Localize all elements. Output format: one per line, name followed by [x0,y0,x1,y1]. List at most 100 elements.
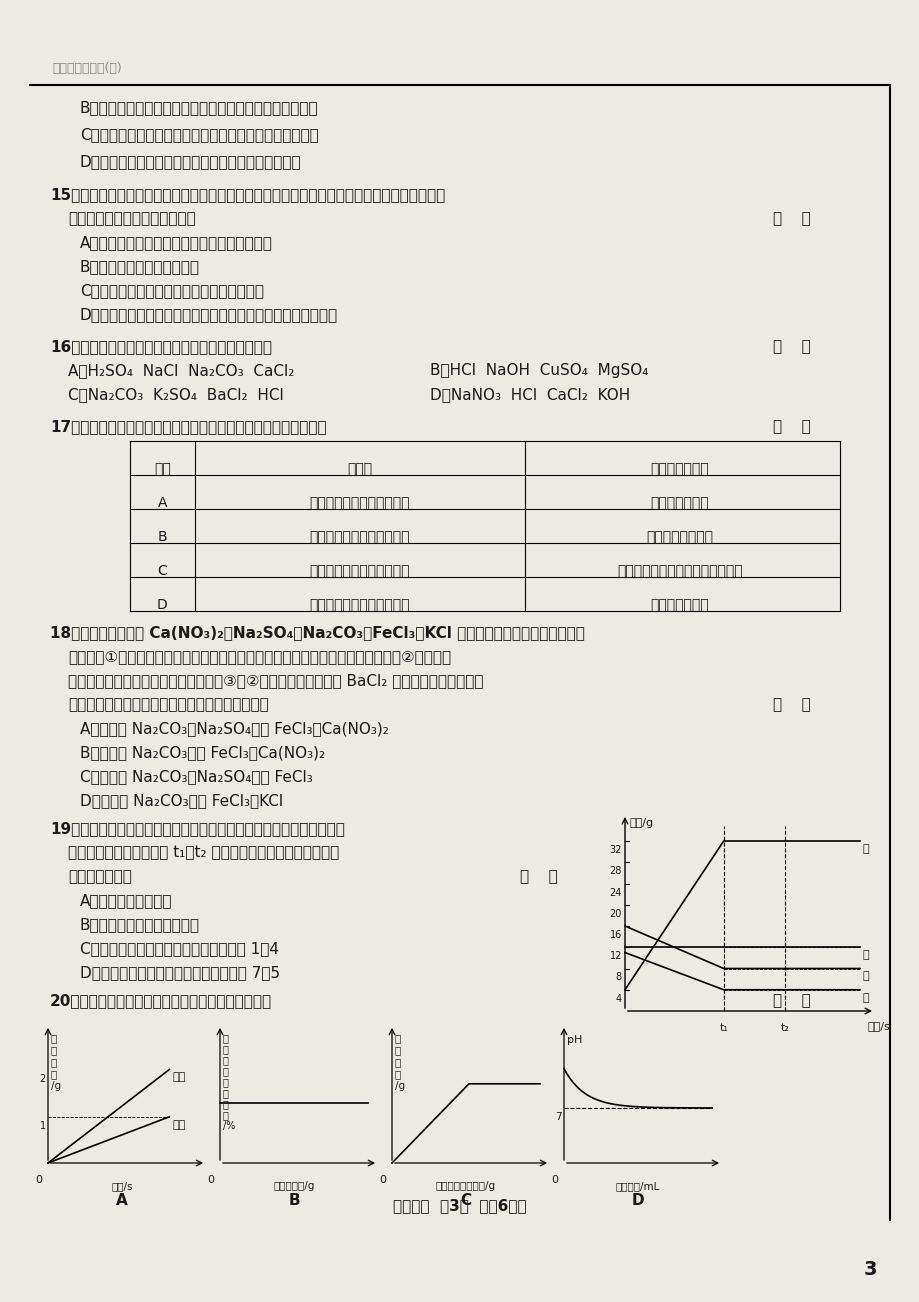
Text: 甲: 甲 [862,971,868,982]
Text: 量: 量 [394,1069,401,1079]
Text: C．地沟油经化学方法处理制成航空燃油，可实现变废为宝: C．地沟油经化学方法处理制成航空燃油，可实现变废为宝 [80,128,318,142]
Text: 15．粗盐中所含的杂质主要是氯化镇。工业上常把粗盐晶体粉碎后，用饱和食盐水浸洗，再滤出: 15．粗盐中所含的杂质主要是氯化镇。工业上常把粗盐晶体粉碎后，用饱和食盐水浸洗，… [50,187,445,202]
Text: 体: 体 [51,1046,57,1055]
Text: B．HCl  NaOH  CuSO₄  MgSO₄: B．HCl NaOH CuSO₄ MgSO₄ [429,363,648,378]
Text: A．该反应为化合反应: A．该反应为化合反应 [80,893,173,907]
Text: 钓: 钓 [222,1055,229,1065]
Text: B．丙可能为该反应的催化剑: B．丙可能为该反应的催化剑 [80,917,199,932]
Text: 16．下列各组物质的溶液不用其他试剂无法鉴别的是: 16．下列各组物质的溶液不用其他试剂无法鉴别的是 [50,339,272,354]
Text: 0: 0 [550,1174,558,1185]
Text: B．食品添加剂符合国家许可，制作食品过程中可随意添加: B．食品添加剂符合国家许可，制作食品过程中可随意添加 [80,100,318,115]
Text: 20: 20 [609,909,621,919]
Text: 氢气: 氢气 [172,1073,186,1082]
Text: 17．除去下列物质中混有的少量杂质，所选试剂或方法不正确的是: 17．除去下列物质中混有的少量杂质，所选试剂或方法不正确的是 [50,419,326,434]
Text: C: C [157,564,167,578]
Text: （    ）: （ ） [519,868,557,884]
Text: B．浸洗前后食盐水组成不变: B．浸洗前后食盐水组成不变 [80,259,199,273]
Text: /g: /g [394,1081,404,1091]
Text: 氯: 氯 [222,1032,229,1043]
Text: （    ）: （ ） [772,697,810,712]
Text: 用足量水溶解后，过滤、蕉发结晶: 用足量水溶解后，过滤、蕉发结晶 [617,564,742,578]
Text: 的: 的 [222,1066,229,1075]
Text: 下实验：①取少量固体于试管中，加适量蒸馏水，固体完全溶解成无色透明溶液；②取少量上: 下实验：①取少量固体于试管中，加适量蒸馏水，固体完全溶解成无色透明溶液；②取少量… [68,648,450,664]
Text: 氯氧化钓溶液质量/g: 氯氧化钓溶液质量/g [436,1181,495,1191]
Text: 分析以上实验现象，对原固体组成的推断正确的是: 分析以上实验现象，对原固体组成的推断正确的是 [68,697,268,712]
Text: 烧碘溶液中混有少量熟石灰: 烧碘溶液中混有少量熟石灰 [310,496,410,510]
Text: D: D [631,1193,643,1208]
Text: 32: 32 [609,845,621,855]
Text: t₂: t₂ [779,1023,789,1032]
Text: D．肯定有 Na₂CO₃，无 FeCl₃、KCl: D．肯定有 Na₂CO₃，无 FeCl₃、KCl [80,793,283,809]
Text: C: C [460,1193,471,1208]
Text: 3: 3 [862,1260,876,1279]
Text: D．该反应中，乙、丁的质量变化之比为 7：5: D．该反应中，乙、丁的质量变化之比为 7：5 [80,965,279,980]
Text: （    ）: （ ） [772,419,810,434]
Text: 质量/g: 质量/g [630,818,653,828]
Text: 法中不正确的是: 法中不正确的是 [68,868,131,884]
Text: 化学反应，测得反应前及 t₁、t₂ 时各物质质量如图所示，下列说: 化学反应，测得反应前及 t₁、t₂ 时各物质质量如图所示，下列说 [68,845,339,861]
Text: 2: 2 [40,1074,46,1083]
Text: 质: 质 [222,1077,229,1087]
Text: C．肯定有 Na₂CO₃、Na₂SO₄，无 FeCl₃: C．肯定有 Na₂CO₃、Na₂SO₄，无 FeCl₃ [80,769,312,784]
Text: 通过浓硫酸干燥: 通过浓硫酸干燥 [650,598,709,612]
Text: 质: 质 [51,1057,57,1068]
Text: 除杂试剑与方法: 除杂试剑与方法 [650,462,709,477]
Text: 1: 1 [40,1121,46,1131]
Text: 述溶液，加过量稀硫酸，有气泡产生；③取②所得溶液少量，滚加 BaCl₂ 溶液，产生白色沉淠。: 述溶液，加过量稀硫酸，有气泡产生；③取②所得溶液少量，滚加 BaCl₂ 溶液，产… [68,673,483,687]
Text: （    ）: （ ） [772,339,810,354]
Text: 氧气: 氧气 [172,1120,186,1130]
Text: 丁: 丁 [862,992,868,1003]
Text: pH: pH [566,1035,582,1046]
Text: 二氧化碳气体中混有水蒸气: 二氧化碳气体中混有水蒸气 [310,598,410,612]
Text: 16: 16 [609,930,621,940]
Text: 序号: 序号 [154,462,171,477]
Text: /g: /g [51,1081,61,1091]
Text: 适量碳酸钓溶液: 适量碳酸钓溶液 [650,496,709,510]
Text: D．NaNO₃  HCl  CaCl₂  KOH: D．NaNO₃ HCl CaCl₂ KOH [429,387,630,402]
Text: C．Na₂CO₃  K₂SO₄  BaCl₂  HCl: C．Na₂CO₃ K₂SO₄ BaCl₂ HCl [68,387,283,402]
Text: 0: 0 [379,1174,386,1185]
Text: 中考仿真模拟卷(八): 中考仿真模拟卷(八) [52,62,121,76]
Text: 19．在一密闭容器中加入甲、乙、丙、丁四种物质，在一定条件下发生: 19．在一密闭容器中加入甲、乙、丙、丁四种物质，在一定条件下发生 [50,822,345,836]
Text: 化: 化 [222,1044,229,1055]
Text: 0: 0 [35,1174,42,1185]
Text: /%: /% [222,1121,235,1131]
Text: C．浸洗用的饱和食盐水可以无限次使用下去: C．浸洗用的饱和食盐水可以无限次使用下去 [80,283,264,298]
Text: 28: 28 [609,866,621,876]
Text: D．生活污水不是化工废水，可向江河湖泊里任意排放: D．生活污水不是化工废水，可向江河湖泊里任意排放 [80,154,301,169]
Text: 8: 8 [615,973,621,983]
Text: A．浸洗前后被浸洗的食盐中氯化镇的含量不变: A．浸洗前后被浸洗的食盐中氯化镇的含量不变 [80,234,273,250]
Text: 7: 7 [555,1112,562,1122]
Text: A．肯定有 Na₂CO₃、Na₂SO₄，无 FeCl₃、Ca(NO₃)₂: A．肯定有 Na₂CO₃、Na₂SO₄，无 FeCl₃、Ca(NO₃)₂ [80,721,389,736]
Text: 分: 分 [222,1099,229,1109]
Text: 适量氮氧化钓溶液: 适量氮氧化钓溶液 [646,530,713,544]
Text: 乙: 乙 [862,844,868,854]
Text: 时间/s: 时间/s [111,1181,132,1191]
Text: t₁: t₁ [719,1023,727,1032]
Text: （    ）: （ ） [772,211,810,227]
Text: 12: 12 [609,952,621,961]
Text: 数: 数 [222,1111,229,1120]
Text: 化学试题  第3页  （共6页）: 化学试题 第3页 （共6页） [392,1198,527,1213]
Text: （    ）: （ ） [772,993,810,1008]
Text: 量: 量 [51,1069,57,1079]
Text: 丙: 丙 [862,950,868,961]
Text: 氯化钔中混有少量二氧化锄: 氯化钔中混有少量二氧化锄 [310,564,410,578]
Text: A: A [116,1193,128,1208]
Text: A: A [157,496,167,510]
Text: 时间/s: 时间/s [867,1021,890,1031]
Text: 质: 质 [394,1057,401,1068]
Text: B: B [288,1193,300,1208]
Text: 混合物: 混合物 [347,462,372,477]
Text: 18．某固体可能含有 Ca(NO₃)₂、Na₂SO₄、Na₂CO₃、FeCl₃、KCl 中的一种或几种，现对其进行如: 18．某固体可能含有 Ca(NO₃)₂、Na₂SO₄、Na₂CO₃、FeCl₃、… [50,625,584,641]
Text: 淠: 淠 [394,1046,401,1055]
Text: 0: 0 [207,1174,214,1185]
Text: 硝酸钔质量/g: 硝酸钔质量/g [273,1181,314,1191]
Text: 沉: 沉 [394,1032,401,1043]
Text: D．粗盐粉碎颗粒大小，直接影响浸洗后的食盐中氯化镇的含量: D．粗盐粉碎颗粒大小，直接影响浸洗后的食盐中氯化镇的含量 [80,307,338,322]
Text: 24: 24 [609,888,621,897]
Text: 食盐。对此下列说法中正确的是: 食盐。对此下列说法中正确的是 [68,211,196,227]
Text: 量: 量 [222,1088,229,1098]
Text: 硫酸溶液中混有少量硫酸铜: 硫酸溶液中混有少量硫酸铜 [310,530,410,544]
Text: 水的体积/mL: 水的体积/mL [615,1181,660,1191]
